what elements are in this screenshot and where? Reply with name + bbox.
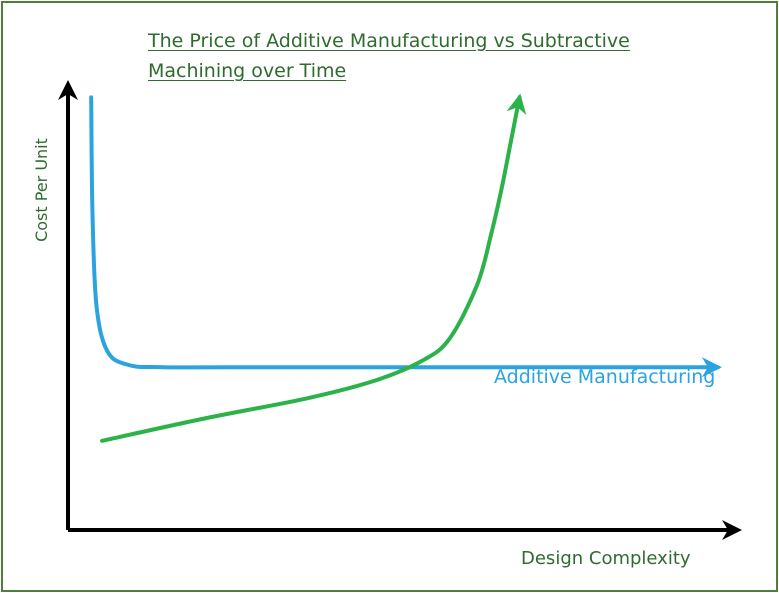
series-line-2 <box>100 93 527 443</box>
y-axis-label: Cost Per Unit <box>32 138 51 242</box>
chart-title-line-1: The Price of Additive Manufacturing vs S… <box>148 30 630 52</box>
chart-title-line-2: Machining over Time <box>148 60 347 82</box>
x-axis-label: Design Complexity <box>521 548 691 569</box>
series-label-additive-manufacturing: Additive Manufacturing <box>494 366 716 388</box>
series-line-additive-manufacturing <box>89 95 722 378</box>
